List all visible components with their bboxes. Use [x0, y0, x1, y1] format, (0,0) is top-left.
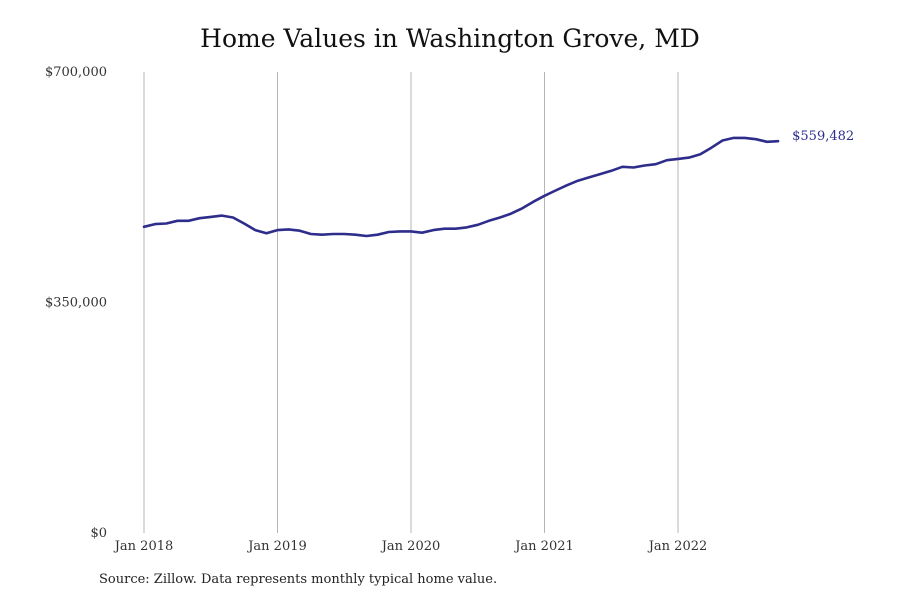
home-value-line: [142, 136, 780, 238]
chart-title: Home Values in Washington Grove, MD: [200, 24, 700, 53]
x-tick-label: Jan 2018: [113, 539, 174, 554]
x-axis-ticks: Jan 2018 Jan 2019 Jan 2020 Jan 2021 Jan 2022: [113, 539, 708, 554]
y-tick-label: $700,000: [45, 65, 107, 80]
x-tick-label: Jan 2022: [647, 539, 708, 554]
source-note: Source: Zillow. Data represents monthly …: [99, 572, 498, 587]
x-tick-label: Jan 2020: [380, 539, 441, 554]
x-tick-label: Jan 2019: [246, 539, 307, 554]
x-tick-label: Jan 2021: [513, 539, 574, 554]
y-axis-ticks: $0 $350,000 $700,000: [45, 65, 107, 541]
y-tick-label: $0: [90, 526, 107, 541]
last-value-label: $559,482: [792, 129, 854, 144]
y-tick-label: $350,000: [45, 296, 107, 311]
gridlines: [143, 72, 679, 533]
